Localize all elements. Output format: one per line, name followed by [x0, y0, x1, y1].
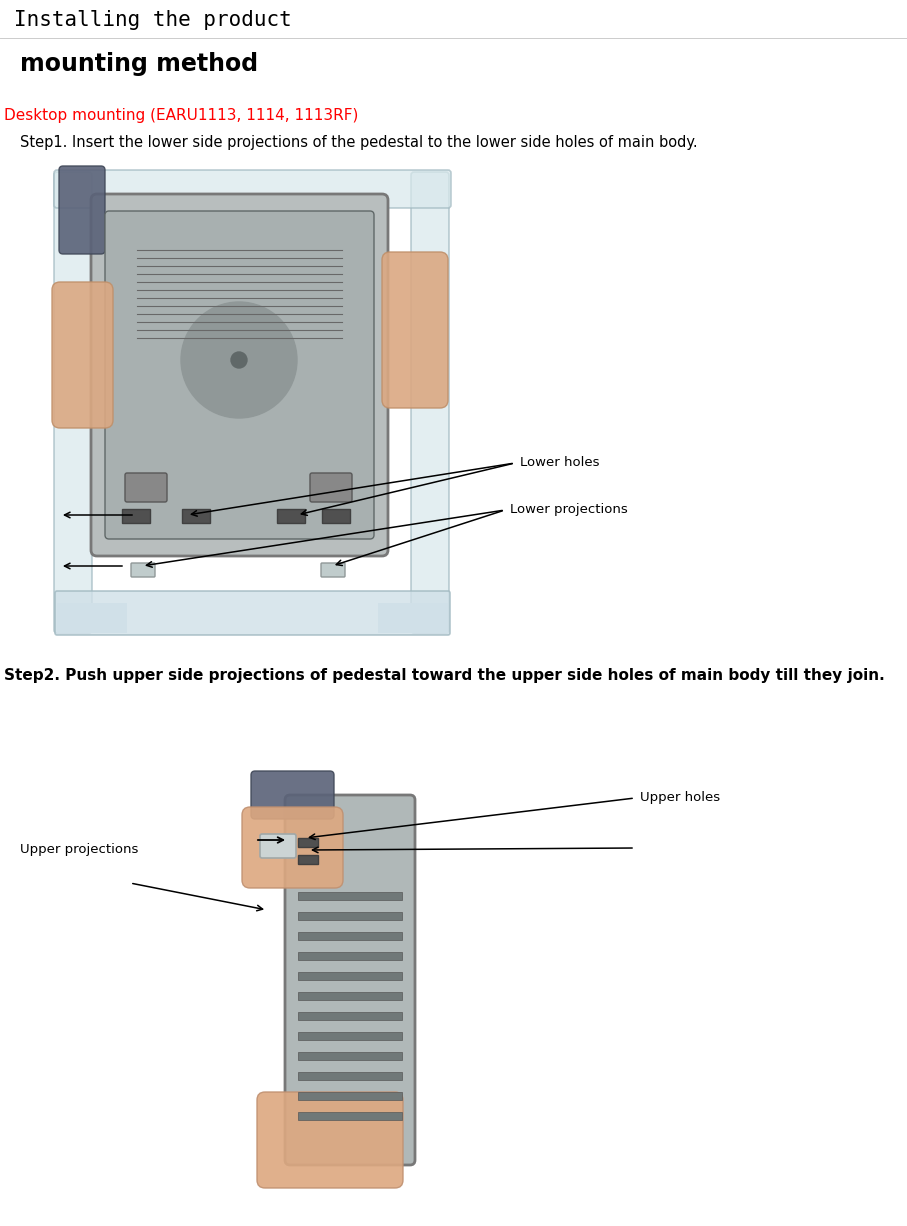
FancyBboxPatch shape — [105, 211, 374, 539]
Text: Upper holes: Upper holes — [640, 792, 720, 804]
Text: Desktop mounting (EARU1113, 1114, 1113RF): Desktop mounting (EARU1113, 1114, 1113RF… — [4, 108, 358, 123]
FancyBboxPatch shape — [310, 473, 352, 501]
FancyBboxPatch shape — [125, 473, 167, 501]
FancyBboxPatch shape — [285, 794, 415, 1165]
Text: Installing the product: Installing the product — [14, 10, 292, 29]
FancyBboxPatch shape — [55, 591, 450, 635]
Text: mounting method: mounting method — [20, 51, 258, 76]
FancyBboxPatch shape — [298, 1112, 402, 1121]
FancyBboxPatch shape — [298, 1011, 402, 1020]
FancyBboxPatch shape — [298, 953, 402, 960]
FancyBboxPatch shape — [382, 253, 448, 408]
Bar — [298, 855, 318, 864]
FancyBboxPatch shape — [91, 194, 388, 557]
FancyBboxPatch shape — [298, 893, 402, 900]
Bar — [277, 509, 305, 524]
FancyBboxPatch shape — [298, 1092, 402, 1100]
Bar — [378, 603, 448, 633]
Circle shape — [231, 352, 247, 368]
Bar — [55, 170, 450, 635]
Bar — [322, 509, 350, 524]
FancyBboxPatch shape — [298, 932, 402, 940]
Bar — [298, 839, 318, 847]
FancyBboxPatch shape — [298, 912, 402, 920]
FancyBboxPatch shape — [298, 1032, 402, 1040]
Circle shape — [181, 302, 297, 418]
FancyBboxPatch shape — [54, 170, 451, 208]
FancyBboxPatch shape — [298, 972, 402, 980]
Bar — [122, 509, 150, 524]
FancyBboxPatch shape — [242, 807, 343, 888]
Text: Step1. Insert the lower side projections of the pedestal to the lower side holes: Step1. Insert the lower side projections… — [20, 135, 697, 150]
FancyBboxPatch shape — [411, 172, 449, 633]
FancyBboxPatch shape — [54, 172, 92, 633]
FancyBboxPatch shape — [257, 1092, 403, 1188]
Text: Lower projections: Lower projections — [510, 504, 628, 516]
Text: Step2. Push upper side projections of pedestal toward the upper side holes of ma: Step2. Push upper side projections of pe… — [4, 668, 884, 683]
FancyBboxPatch shape — [298, 1052, 402, 1060]
FancyBboxPatch shape — [59, 166, 105, 254]
FancyBboxPatch shape — [251, 771, 334, 819]
FancyBboxPatch shape — [321, 563, 345, 577]
FancyBboxPatch shape — [260, 834, 296, 858]
Text: Lower holes: Lower holes — [520, 456, 600, 470]
Text: Upper projections: Upper projections — [20, 843, 139, 856]
FancyBboxPatch shape — [52, 282, 113, 428]
Bar — [235, 720, 485, 1200]
FancyBboxPatch shape — [298, 1072, 402, 1080]
FancyBboxPatch shape — [298, 992, 402, 1000]
Bar — [182, 509, 210, 524]
FancyBboxPatch shape — [131, 563, 155, 577]
Bar — [57, 603, 127, 633]
